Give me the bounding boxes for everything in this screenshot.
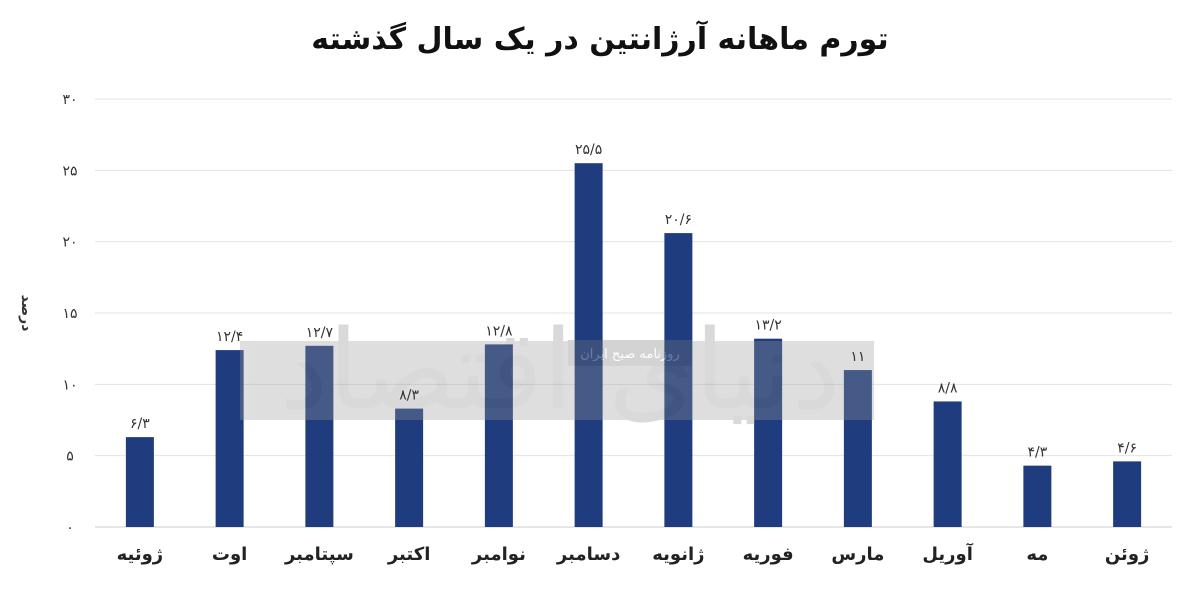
x-tick-label: آوریل [922, 542, 973, 565]
x-tick-label: اکتبر [387, 544, 431, 565]
bar [843, 370, 872, 527]
bar [1023, 465, 1052, 527]
bar [754, 338, 783, 527]
x-tick-label: ژوئیه [117, 544, 164, 565]
bar [395, 408, 424, 527]
data-label: ۶/۳ [130, 416, 150, 432]
chart-title: تورم ماهانه آرژانتین در یک سال گذشته [311, 22, 889, 57]
bar [664, 233, 693, 527]
x-axis-labels: ژوئیه اوت سپتامبر اکتبر نوامبر دسامبر ژانویه فو… [117, 542, 1150, 565]
bar [933, 401, 962, 527]
x-tick-label: دسامبر [556, 544, 620, 565]
y-tick-label: ۳۰ [62, 92, 77, 108]
bar [574, 163, 603, 527]
data-label: ۴/۶ [1117, 440, 1137, 456]
data-label: ۸/۸ [938, 380, 958, 396]
y-axis-ticks: ۰ ۵ ۱۰ ۱۵ ۲۰ ۲۵ ۳۰ [62, 92, 77, 536]
x-tick-label: سپتامبر [284, 544, 354, 565]
watermark-tag [568, 340, 692, 366]
data-label: ۱۲/۷ [306, 325, 334, 341]
y-tick-label: ۱۰ [62, 377, 77, 393]
x-tick-label: مه [1026, 544, 1048, 565]
watermark-band [240, 341, 874, 420]
bars [125, 163, 1142, 527]
x-tick-label: فوریه [743, 544, 794, 565]
gridlines [95, 98, 1172, 528]
y-tick-label: ۱۵ [62, 306, 77, 322]
y-tick-label: ۲۵ [62, 163, 77, 179]
y-axis-label: درصد [18, 295, 34, 332]
data-label: ۱۳/۲ [754, 318, 781, 334]
value-labels: ۶/۳ ۱۲/۴ ۱۲/۷ ۸/۳ ۱۲/۸ ۲۵/۵ ۲۰/۶ ۱۳/۲ ۱۱ ۸/۸ ۴/۳ ۴/… [130, 142, 1137, 460]
data-label: ۱۲/۴ [216, 329, 243, 345]
y-tick-label: ۵ [66, 449, 74, 465]
y-tick-label: ۰ [66, 520, 74, 536]
bar [125, 437, 154, 527]
bar [305, 345, 334, 527]
data-label: ۴/۳ [1027, 445, 1047, 461]
data-label: ۲۵/۵ [575, 142, 602, 158]
watermark-subtext: روزنامه صبح ایران [580, 347, 680, 362]
x-tick-label: اوت [212, 544, 247, 565]
data-label: ۲۰/۶ [665, 212, 692, 228]
x-tick-label: ژوئن [1105, 544, 1150, 565]
bar [1113, 461, 1142, 527]
data-label: ۱۲/۸ [485, 323, 513, 339]
bar [215, 350, 244, 527]
data-label: ۸/۳ [399, 388, 419, 404]
y-tick-label: ۲۰ [62, 235, 77, 251]
data-label: ۱۱ [850, 349, 865, 365]
x-tick-label: ژانویه [652, 544, 704, 565]
watermark-logo: دنیای اقتصاد [279, 306, 841, 434]
x-tick-label: نوامبر [471, 544, 526, 565]
watermark: دنیای اقتصاد روزنامه صبح ایران [240, 306, 874, 434]
x-tick-label: مارس [831, 544, 884, 565]
bar [484, 344, 513, 527]
